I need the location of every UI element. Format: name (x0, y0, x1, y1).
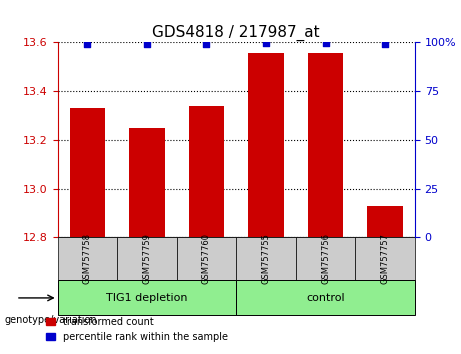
Legend: transformed count, percentile rank within the sample: transformed count, percentile rank withi… (42, 313, 232, 346)
FancyBboxPatch shape (177, 237, 236, 280)
Point (143, 42, 151, 47)
Text: GSM757760: GSM757760 (202, 234, 211, 285)
Bar (189, 106, 225, 237)
Text: TIG1 depletion: TIG1 depletion (106, 293, 188, 303)
Text: genotype/variation: genotype/variation (5, 315, 97, 325)
Text: GSM757758: GSM757758 (83, 234, 92, 285)
FancyBboxPatch shape (58, 280, 236, 315)
Bar (248, 53, 284, 237)
Text: GSM757756: GSM757756 (321, 234, 330, 285)
Bar (367, 206, 403, 237)
Point (203, 42, 210, 47)
FancyBboxPatch shape (296, 237, 355, 280)
FancyBboxPatch shape (236, 280, 415, 315)
Text: GSM757759: GSM757759 (142, 234, 152, 284)
Point (84, 42, 91, 47)
FancyBboxPatch shape (58, 237, 117, 280)
Bar (308, 53, 343, 237)
Text: control: control (306, 293, 345, 303)
Bar (70, 108, 105, 237)
Bar (129, 128, 165, 237)
Point (381, 42, 389, 47)
Point (262, 41, 270, 46)
FancyBboxPatch shape (117, 237, 177, 280)
Text: GSM757755: GSM757755 (261, 234, 271, 284)
Point (322, 41, 329, 46)
FancyBboxPatch shape (236, 237, 296, 280)
Title: GDS4818 / 217987_at: GDS4818 / 217987_at (153, 25, 320, 41)
FancyBboxPatch shape (355, 237, 415, 280)
Text: GSM757757: GSM757757 (381, 234, 390, 285)
